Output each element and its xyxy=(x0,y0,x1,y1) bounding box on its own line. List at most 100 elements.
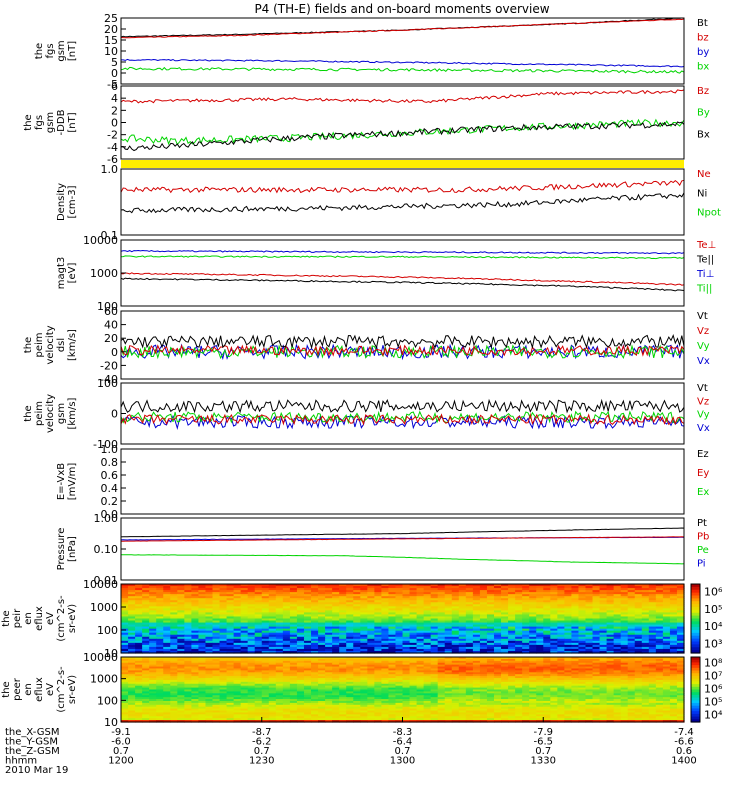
heatmap-cell xyxy=(219,658,228,662)
heatmap-cell xyxy=(578,693,587,696)
heatmap-cell xyxy=(360,678,368,681)
heatmap-cell xyxy=(367,592,375,595)
heatmap-cell xyxy=(479,640,488,644)
heatmap-cell xyxy=(515,664,523,668)
heatmap-cell xyxy=(508,622,516,626)
heatmap-cell xyxy=(522,618,530,622)
heatmap-cell xyxy=(282,648,291,652)
heatmap-cell xyxy=(571,598,580,601)
heatmap-cell xyxy=(465,697,474,700)
heatmap-cell xyxy=(296,586,305,589)
heatmap-cell xyxy=(472,704,481,708)
heatmap-cell xyxy=(282,596,291,599)
heatmap-cell xyxy=(655,672,664,675)
heatmap-cell xyxy=(522,596,530,599)
heatmap-cell xyxy=(135,668,143,671)
heatmap-cell xyxy=(198,602,207,605)
heatmap-cell xyxy=(508,699,516,702)
heatmap-cell xyxy=(543,678,551,681)
heatmap-cell xyxy=(142,668,150,671)
legend-entry: Vx xyxy=(697,356,710,367)
heatmap-cell xyxy=(585,588,594,591)
heatmap-cell xyxy=(536,598,544,601)
heatmap-cell xyxy=(233,670,242,673)
heatmap-cell xyxy=(599,588,608,591)
heatmap-cell xyxy=(613,618,622,622)
heatmap-cell xyxy=(289,596,298,599)
heatmap-cell xyxy=(508,650,516,654)
heatmap-cell xyxy=(142,666,150,670)
heatmap-cell xyxy=(226,702,235,706)
heatmap-cell xyxy=(233,642,242,646)
heatmap-cell xyxy=(451,691,460,694)
heatmap-cell xyxy=(437,676,446,679)
heatmap-cell xyxy=(437,678,446,681)
heatmap-cell xyxy=(325,662,333,666)
heatmap-cell xyxy=(268,704,277,708)
heatmap-cell xyxy=(184,616,192,620)
heatmap-cell xyxy=(332,642,340,646)
y-tick-label: 0.4 xyxy=(101,482,119,495)
heatmap-cell xyxy=(149,695,157,698)
heatmap-cell xyxy=(536,588,544,591)
heatmap-cell xyxy=(592,679,601,683)
heatmap-cell xyxy=(198,594,207,597)
heatmap-cell xyxy=(367,604,375,607)
heatmap-cell xyxy=(409,700,418,704)
heatmap-cell xyxy=(311,612,319,616)
heatmap-cell xyxy=(550,626,558,630)
heatmap-cell xyxy=(627,614,636,618)
heatmap-cell xyxy=(247,683,256,687)
heatmap-cell xyxy=(128,687,136,691)
heatmap-cell xyxy=(515,674,523,677)
heatmap-cell xyxy=(170,702,178,706)
heatmap-cell xyxy=(240,634,249,638)
heatmap-cell xyxy=(240,676,249,679)
heatmap-cell xyxy=(606,700,615,704)
heatmap-cell xyxy=(303,674,312,677)
heatmap-cell xyxy=(247,691,256,694)
heatmap-cell xyxy=(501,691,509,694)
heatmap-cell xyxy=(184,626,192,630)
heatmap-cell xyxy=(254,630,263,634)
heatmap-cell xyxy=(156,644,164,648)
heatmap-cell xyxy=(360,681,368,685)
heatmap-cell xyxy=(198,628,207,632)
y-tick-label: 0.2 xyxy=(101,495,119,508)
heatmap-cell xyxy=(508,614,516,618)
heatmap-cell xyxy=(226,632,235,636)
heatmap-cell xyxy=(409,683,418,687)
heatmap-cell xyxy=(332,586,340,589)
heatmap-cell xyxy=(240,666,249,670)
heatmap-cell xyxy=(247,689,256,693)
heatmap-cell xyxy=(472,596,481,599)
heatmap-cell xyxy=(156,693,164,696)
heatmap-cell xyxy=(472,689,481,693)
heatmap-cell xyxy=(247,588,256,591)
heatmap-cell xyxy=(360,660,368,664)
heatmap-cell xyxy=(296,683,305,687)
heatmap-cell xyxy=(451,634,460,638)
heatmap-cell xyxy=(634,644,643,648)
heatmap-cell xyxy=(416,636,425,640)
heatmap-cell xyxy=(318,704,326,708)
heatmap-cell xyxy=(451,632,460,636)
heatmap-cell xyxy=(325,687,333,691)
y-tick-label: 0.0 xyxy=(101,508,119,521)
heatmap-cell xyxy=(184,646,192,650)
heatmap-cell xyxy=(332,679,340,683)
heatmap-cell xyxy=(472,650,481,654)
heatmap-cell xyxy=(465,648,474,652)
heatmap-cell xyxy=(163,616,171,620)
heatmap-cell xyxy=(205,638,214,642)
heatmap-cell xyxy=(648,608,657,611)
heatmap-cell xyxy=(634,648,643,652)
heatmap-cell xyxy=(437,634,446,638)
heatmap-cell xyxy=(395,697,404,700)
heatmap-cell xyxy=(641,632,650,636)
heatmap-cell xyxy=(557,660,565,664)
heatmap-cell xyxy=(634,642,643,646)
heatmap-cell xyxy=(388,657,397,660)
heatmap-cell xyxy=(437,590,446,593)
